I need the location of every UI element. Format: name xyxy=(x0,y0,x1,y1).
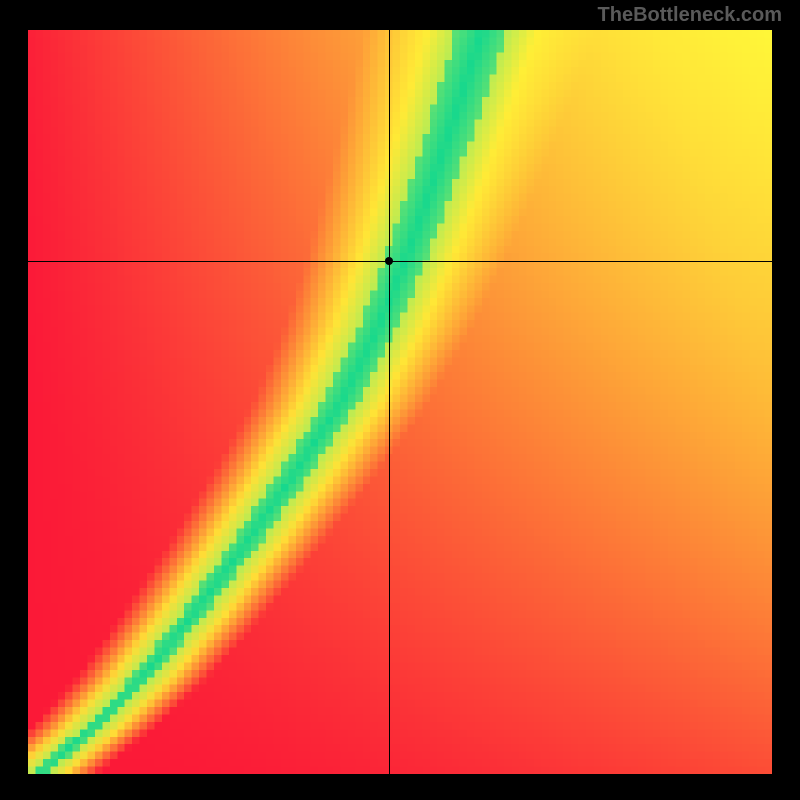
root-container: TheBottleneck.com xyxy=(0,0,800,800)
crosshair-dot-icon xyxy=(385,257,393,265)
crosshair-horizontal xyxy=(28,261,772,262)
watermark-text: TheBottleneck.com xyxy=(598,4,782,27)
heatmap-canvas xyxy=(28,30,772,774)
crosshair-vertical xyxy=(389,30,390,774)
plot-area xyxy=(28,30,772,774)
